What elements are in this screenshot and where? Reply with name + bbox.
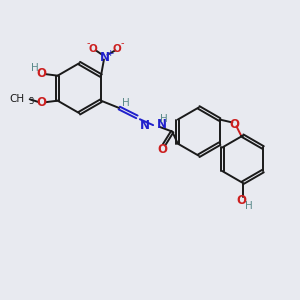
Text: O: O (112, 44, 121, 54)
Text: H: H (160, 114, 167, 124)
Text: CH: CH (9, 94, 24, 103)
Text: O: O (37, 68, 47, 80)
Text: -: - (121, 39, 124, 49)
Text: N: N (100, 51, 110, 64)
Text: O: O (158, 143, 167, 156)
Text: H: H (245, 201, 252, 212)
Text: 3: 3 (28, 97, 34, 106)
Text: H: H (122, 98, 130, 108)
Text: O: O (37, 96, 47, 109)
Text: O: O (229, 118, 239, 131)
Text: O: O (89, 44, 98, 54)
Text: H: H (31, 63, 39, 73)
Text: -: - (87, 39, 90, 49)
Text: O: O (237, 194, 247, 207)
Text: +: + (106, 49, 113, 58)
Text: N: N (140, 119, 150, 132)
Text: N: N (157, 118, 167, 131)
